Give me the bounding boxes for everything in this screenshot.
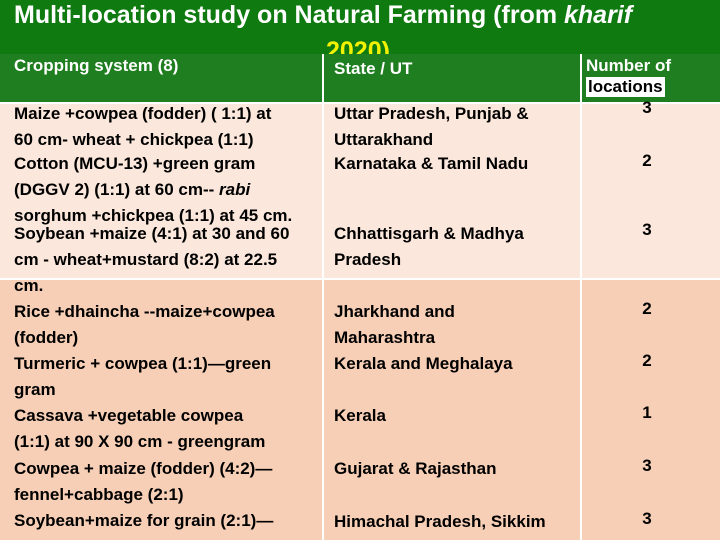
row-3-system: Soybean +maize (4:1) at 30 and 60 cm - w… (14, 221, 289, 298)
row-2-system-line-1: Cotton (MCU-13) +green gram (14, 154, 256, 173)
cropping-table: Cropping system (8) State / UT Number of… (0, 54, 720, 540)
title-bar: Multi-location study on Natural Farming … (0, 0, 720, 54)
header-locations-line2: locations (586, 77, 665, 97)
row-4-state-line-1: Jharkhand and (334, 302, 455, 321)
header-state: State / UT (334, 59, 413, 78)
row-5-system: Turmeric + cowpea (1:1)—green gram (14, 351, 271, 403)
row-5-state-line-1: Kerala and Meghalaya (334, 354, 513, 373)
locations-cell-block-1 (582, 104, 720, 278)
slide-title-overflow: 2020) (326, 37, 390, 54)
row-2-system-italic: rabi (219, 179, 251, 199)
row-8-system: Soybean+maize for grain (2:1)— (14, 508, 273, 534)
row-8-system-line-1: Soybean+maize for grain (2:1)— (14, 511, 274, 530)
row-2-state: Karnataka & Tamil Nadu (334, 151, 528, 177)
row-3-system-line-2: cm - wheat+mustard (8:2) at 22.5 (14, 249, 278, 269)
row-3-system-line-1: Soybean +maize (4:1) at 30 and 60 (14, 224, 290, 243)
row-2-state-line-1: Karnataka & Tamil Nadu (334, 154, 529, 173)
row-4-system-line-2: (fodder) (14, 327, 79, 347)
system-cell-block-1 (0, 104, 322, 278)
slide-title-italic: kharif (564, 1, 633, 29)
row-7-system-line-2: fennel+cabbage (2:1) (14, 484, 184, 504)
row-4-state-line-2: Maharashtra (334, 327, 436, 347)
header-cell-state: State / UT (324, 54, 580, 102)
header-cropping-system: Cropping system (8) (14, 56, 179, 75)
row-5-system-line-1: Turmeric + cowpea (1:1)—green (14, 354, 272, 373)
row-1-state-line-2: Uttarakhand (334, 129, 434, 149)
row-7-system: Cowpea + maize (fodder) (4:2)— fennel+ca… (14, 456, 272, 508)
row-7-state: Gujarat & Rajasthan (334, 456, 497, 482)
row-4-system-line-1: Rice +dhaincha --maize+cowpea (14, 302, 275, 321)
row-1-locations: 3 (642, 98, 652, 117)
row-2-system: Cotton (MCU-13) +green gram (DGGV 2) (1:… (14, 151, 292, 228)
row-8-state: Himachal Pradesh, Sikkim (334, 509, 546, 535)
row-4-system: Rice +dhaincha --maize+cowpea (fodder) (14, 299, 275, 351)
row-7-locations: 3 (642, 456, 652, 475)
slide-title-text: Multi-location study on Natural Farming … (14, 1, 564, 29)
row-6-locations: 1 (642, 403, 652, 422)
state-cell-block-1 (324, 104, 580, 278)
row-6-system: Cassava +vegetable cowpea (1:1) at 90 X … (14, 403, 265, 455)
row-6-system-line-2: (1:1) at 90 X 90 cm - greengram (14, 431, 266, 451)
header-locations-line1: Number of (586, 56, 671, 75)
row-6-state: Kerala (334, 403, 386, 429)
row-8-state-line-1: Himachal Pradesh, Sikkim (334, 512, 546, 531)
row-3-state-line-2: Pradesh (334, 249, 402, 269)
row-4-locations: 2 (642, 299, 652, 318)
row-3-system-line-3: cm. (14, 275, 44, 295)
row-8-locations: 3 (642, 509, 652, 528)
row-1-system-line-1: Maize +cowpea (fodder) ( 1:1) at (14, 104, 272, 123)
row-1-state: Uttar Pradesh, Punjab & Uttarakhand (334, 101, 529, 153)
slide-title: Multi-location study on Natural Farming … (14, 1, 632, 30)
row-4-state: Jharkhand and Maharashtra (334, 299, 455, 351)
row-7-state-line-1: Gujarat & Rajasthan (334, 459, 497, 478)
header-cell-cropping-system: Cropping system (8) (0, 54, 322, 102)
row-2-locations: 2 (642, 151, 652, 170)
row-3-state: Chhattisgarh & Madhya Pradesh (334, 221, 524, 273)
row-7-system-line-1: Cowpea + maize (fodder) (4:2)— (14, 459, 273, 478)
state-cell-block-2 (324, 280, 580, 540)
row-6-state-line-1: Kerala (334, 406, 386, 425)
row-5-system-line-2: gram (14, 379, 56, 399)
system-cell-block-2 (0, 280, 322, 540)
row-6-system-line-1: Cassava +vegetable cowpea (14, 406, 244, 425)
row-1-state-line-1: Uttar Pradesh, Punjab & (334, 104, 529, 123)
locations-cell-block-2 (582, 280, 720, 540)
row-2-system-line-2: (DGGV 2) (1:1) at 60 cm-- (14, 179, 219, 199)
row-1-system-line-2: 60 cm- wheat + chickpea (1:1) (14, 129, 254, 149)
row-3-state-line-1: Chhattisgarh & Madhya (334, 224, 524, 243)
row-5-state: Kerala and Meghalaya (334, 351, 513, 377)
row-3-locations: 3 (642, 220, 652, 239)
row-5-locations: 2 (642, 351, 652, 370)
row-2-system-line-3: sorghum +chickpea (1:1) at 45 cm. (14, 205, 293, 225)
row-1-system: Maize +cowpea (fodder) ( 1:1) at 60 cm- … (14, 101, 271, 153)
